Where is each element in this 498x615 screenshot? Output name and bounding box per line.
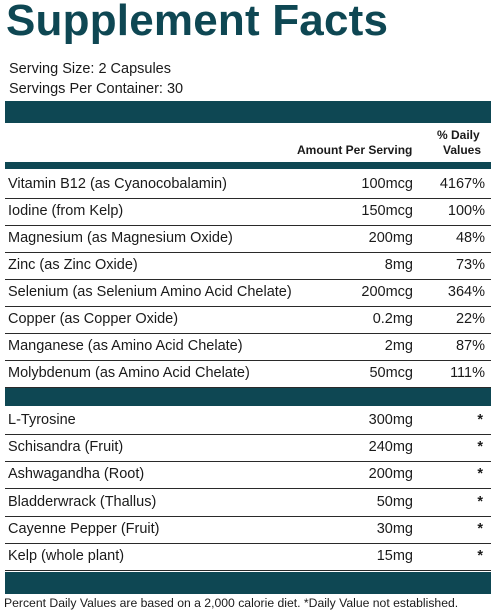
ingredient-name: Bladderwrack (Thallus): [8, 493, 157, 510]
ingredient-name: Molybdenum (as Amino Acid Chelate): [8, 365, 250, 381]
ingredient-amount: 15mg: [376, 548, 413, 564]
ingredient-amount: 0.2mg: [372, 311, 413, 327]
ingredient-name: Cayenne Pepper (Fruit): [8, 520, 160, 537]
ingredient-name: Selenium (as Selenium Amino Acid Chelate…: [8, 284, 292, 300]
ingredient-daily-value: *: [477, 493, 483, 510]
table-row: Cayenne Pepper (Fruit) 30mg *: [5, 517, 491, 544]
servings-per-container: Servings Per Container: 30: [9, 81, 184, 97]
ingredient-amount: 150mcg: [361, 203, 413, 219]
table-row: Copper (as Copper Oxide) 0.2mg 22%: [5, 307, 491, 334]
footnote: Percent Daily Values are based on a 2,00…: [4, 596, 459, 610]
panel-title: Supplement Facts: [6, 0, 389, 45]
ingredient-name: Schisandra (Fruit): [8, 439, 124, 456]
ingredient-daily-value: 73%: [455, 257, 485, 273]
ingredient-amount: 240mg: [368, 439, 413, 456]
ingredient-amount: 200mcg: [361, 284, 413, 300]
ingredient-daily-value: 22%: [455, 311, 485, 327]
table-row: Manganese (as Amino Acid Chelate) 2mg 87%: [5, 334, 491, 361]
ingredient-daily-value: 100%: [447, 203, 485, 219]
serving-size: Serving Size: 2 Capsules: [9, 61, 171, 77]
table-row: Ashwagandha (Root) 200mg *: [5, 462, 491, 490]
ingredient-name: Iodine (from Kelp): [8, 203, 124, 219]
ingredient-name: Zinc (as Zinc Oxide): [8, 257, 138, 273]
dv-column-header-line2: Values: [443, 143, 482, 157]
ingredient-name: Kelp (whole plant): [8, 548, 125, 564]
footer-bar: [5, 572, 491, 594]
ingredient-amount: 50mg: [376, 493, 413, 510]
ingredient-daily-value: 48%: [455, 230, 485, 246]
table-row: Vitamin B12 (as Cyanocobalamin) 100mcg 416…: [5, 172, 491, 199]
ingredient-name: Ashwagandha (Root): [8, 466, 145, 483]
ingredient-amount: 200mg: [368, 230, 413, 246]
ingredient-daily-value: 111%: [450, 365, 485, 381]
ingredient-amount: 300mg: [368, 412, 413, 428]
ingredient-daily-value: *: [477, 466, 483, 483]
ingredient-amount: 200mg: [368, 466, 413, 483]
dv-column-header-line1: % Daily: [437, 128, 480, 142]
ingredient-daily-value: 87%: [455, 338, 485, 354]
ingredient-name: Copper (as Copper Oxide): [8, 311, 179, 327]
ingredient-amount: 2mg: [384, 338, 413, 354]
ingredient-amount: 8mg: [384, 257, 413, 273]
ingredient-name: L-Tyrosine: [8, 412, 76, 428]
thick-divider: [5, 162, 491, 169]
ingredient-daily-value: 4167%: [439, 176, 485, 192]
ingredient-amount: 100mcg: [361, 176, 413, 192]
ingredient-name: Magnesium (as Magnesium Oxide): [8, 230, 233, 246]
table-row: Selenium (as Selenium Amino Acid Chelate…: [5, 280, 491, 307]
header-bar: [5, 101, 491, 123]
ingredient-daily-value: *: [477, 548, 483, 564]
table-row: Iodine (from Kelp) 150mcg 100%: [5, 199, 491, 226]
table-row: Molybdenum (as Amino Acid Chelate) 50mcg 1…: [5, 361, 491, 388]
ingredient-name: Manganese (as Amino Acid Chelate): [8, 338, 243, 354]
table-row: Magnesium (as Magnesium Oxide) 200mg 48%: [5, 226, 491, 253]
section-divider-bar: [5, 388, 491, 406]
ingredient-daily-value: 364%: [447, 284, 485, 300]
ingredient-amount: 50mcg: [369, 365, 413, 381]
table-row: Bladderwrack (Thallus) 50mg *: [5, 490, 491, 517]
ingredient-daily-value: *: [477, 439, 483, 456]
table-row: Kelp (whole plant) 15mg *: [5, 544, 491, 571]
ingredient-amount: 30mg: [376, 520, 413, 537]
ingredient-daily-value: *: [477, 412, 483, 428]
amount-column-header: Amount Per Serving: [297, 143, 413, 157]
ingredient-daily-value: *: [477, 520, 483, 537]
table-row: Schisandra (Fruit) 240mg *: [5, 435, 491, 463]
ingredient-name: Vitamin B12 (as Cyanocobalamin): [8, 176, 227, 192]
table-row: L-Tyrosine 300mg *: [5, 408, 491, 435]
table-row: Zinc (as Zinc Oxide) 8mg 73%: [5, 253, 491, 280]
